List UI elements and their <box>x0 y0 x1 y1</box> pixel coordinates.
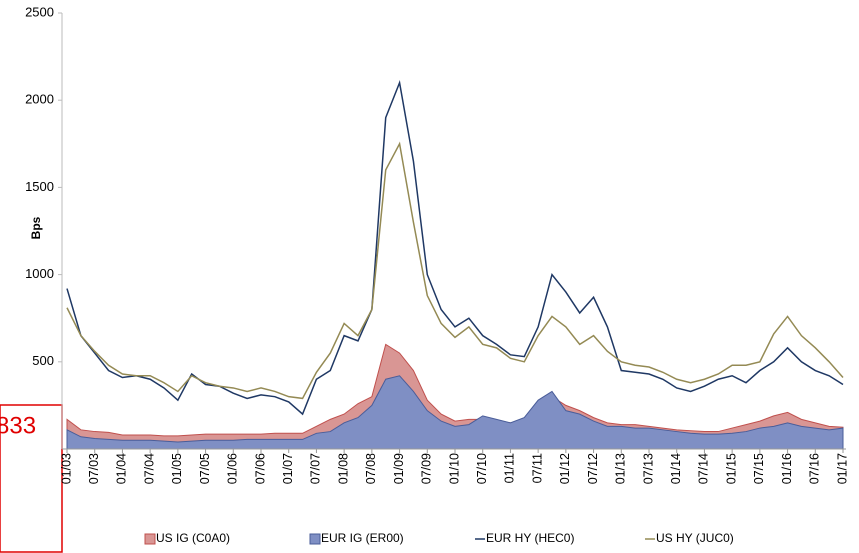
x-tick-label: 07/13 <box>641 453 655 484</box>
x-tick-label: 01/06 <box>226 453 240 484</box>
legend-label: EUR HY (HEC0) <box>486 531 574 545</box>
legend-label: EUR IG (ER00) <box>321 531 404 545</box>
x-tick-label: 01/03 <box>59 453 73 484</box>
y-tick-label: 500 <box>32 353 54 368</box>
x-tick-label: 01/13 <box>614 453 628 484</box>
x-tick-label: 01/12 <box>558 453 572 484</box>
x-tick-label: 07/03 <box>87 453 101 484</box>
legend-swatch <box>309 533 321 545</box>
x-tick-label: 07/11 <box>530 453 544 483</box>
x-tick-label: 01/17 <box>835 453 849 484</box>
x-tick-label: 07/09 <box>420 453 434 484</box>
x-tick-label: 01/14 <box>669 453 683 484</box>
x-tick-label: 07/06 <box>253 453 267 484</box>
x-tick-label: 01/16 <box>780 453 794 484</box>
x-tick-label: 01/08 <box>336 453 350 484</box>
x-tick-label: 07/12 <box>586 453 600 484</box>
x-tick-label: 01/04 <box>115 453 129 484</box>
y-tick-label: 2000 <box>25 92 54 107</box>
highlight-box <box>0 404 63 553</box>
x-tick-label: 07/15 <box>752 453 766 484</box>
x-tick-label: 01/15 <box>724 453 738 484</box>
x-tick-label: 07/10 <box>475 453 489 484</box>
line <box>66 141 844 400</box>
x-tick-label: 07/08 <box>364 453 378 484</box>
line <box>66 80 844 416</box>
x-tick-label: 07/07 <box>309 453 323 484</box>
x-tick-label: 01/11 <box>503 453 517 483</box>
legend-swatch <box>144 533 156 545</box>
x-tick-label: 01/09 <box>392 453 406 484</box>
x-tick-label: 01/07 <box>281 453 295 484</box>
y-tick-label: 1500 <box>25 179 54 194</box>
y-tick-label: 2500 <box>25 4 54 19</box>
legend-label: US HY (JUC0) <box>656 531 734 545</box>
area <box>66 375 844 450</box>
x-tick-label: 07/04 <box>142 453 156 484</box>
annotation: 833 <box>0 412 36 439</box>
y-tick-label: 1000 <box>25 266 54 281</box>
x-tick-label: 07/05 <box>198 453 212 484</box>
x-tick-label: 01/05 <box>170 453 184 484</box>
legend-label: US IG (C0A0) <box>156 531 230 545</box>
x-tick-label: 07/16 <box>808 453 822 484</box>
y-axis-label: Bps <box>29 216 43 239</box>
x-tick-label: 01/10 <box>447 453 461 484</box>
x-tick-label: 07/14 <box>697 453 711 484</box>
